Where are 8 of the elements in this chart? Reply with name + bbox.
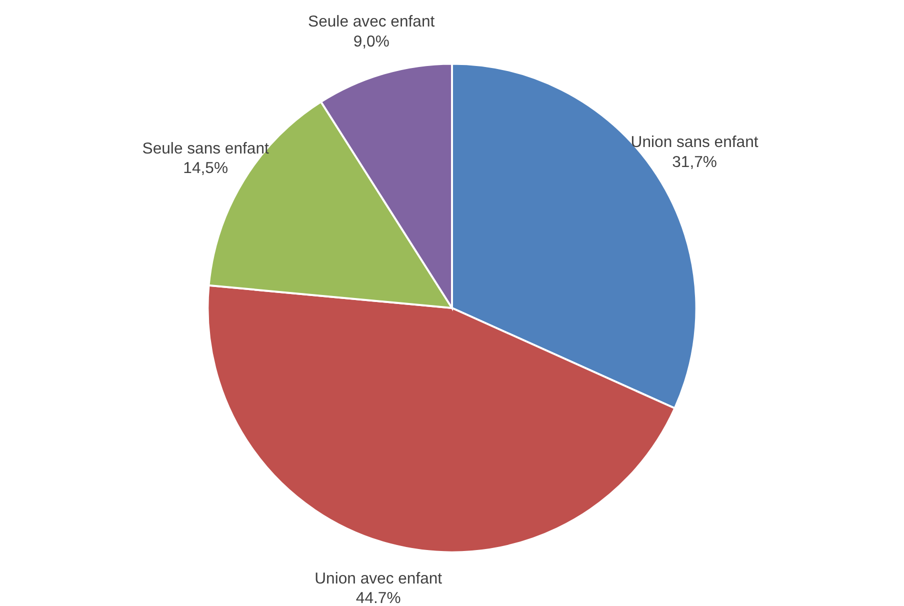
slice-label: Seule avec enfant: [308, 14, 436, 31]
data-label: 44.7%: [356, 590, 401, 606]
data-label: 31,7%: [672, 154, 717, 172]
slice-label: Seule sans enfant: [142, 140, 270, 158]
data-label: 14,5%: [183, 160, 228, 178]
data-label: 9,0%: [353, 34, 390, 51]
slice-label: Union avec enfant: [314, 570, 443, 588]
slice-label: Union sans enfant: [630, 134, 759, 152]
